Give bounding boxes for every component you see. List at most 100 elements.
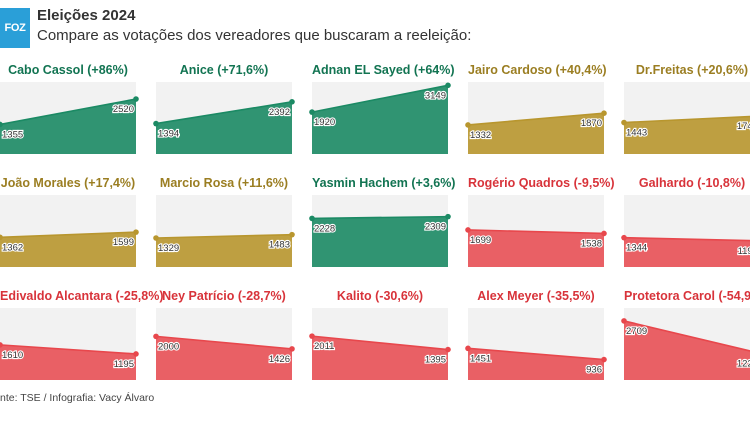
data-label: 1538 bbox=[581, 238, 602, 249]
chart-panel: Anice (+71,6%) 1394 2392 bbox=[153, 62, 295, 168]
data-label: 1195 bbox=[114, 359, 134, 370]
series-area bbox=[156, 336, 292, 380]
panel-plot: 1920 3149 bbox=[309, 82, 451, 154]
data-label: 1599 bbox=[113, 237, 134, 248]
series-area bbox=[312, 85, 448, 154]
chart-panel: Ney Patrício (-28,7%) 2000 1426 bbox=[153, 288, 295, 394]
data-point bbox=[0, 342, 3, 348]
chart-panel: Galhardo (-10,8%) 1344 1199 bbox=[621, 175, 750, 281]
data-point bbox=[465, 227, 471, 233]
data-label: 1740 bbox=[737, 121, 750, 132]
series-line bbox=[311, 84, 449, 113]
data-label: 1443 bbox=[626, 128, 647, 139]
series-line bbox=[0, 231, 137, 239]
panel-title: Galhardo (-10,8%) bbox=[638, 176, 746, 190]
chart-panel: Rogério Quadros (-9,5%) 1699 1538 bbox=[465, 175, 615, 281]
series-line bbox=[467, 112, 605, 126]
chart-panel: Kalito (-30,6%) 2011 1395 bbox=[309, 288, 451, 394]
data-point bbox=[309, 109, 315, 115]
data-label: 936 bbox=[586, 365, 602, 376]
data-label: 1355 bbox=[2, 129, 23, 140]
data-label: 2392 bbox=[269, 107, 290, 118]
data-label: 2228 bbox=[314, 223, 335, 234]
chart-panel: Protetora Carol (-54,9%) 2709 1222 bbox=[621, 288, 750, 394]
panel-title: Protetora Carol (-54,9%) bbox=[624, 289, 750, 303]
chart-panel: Jairo Cardoso (+40,4%) 1332 1870 bbox=[465, 62, 607, 168]
panel-plot: 1394 2392 bbox=[153, 82, 295, 154]
series-area bbox=[468, 113, 604, 154]
data-point bbox=[621, 318, 627, 324]
data-point bbox=[601, 356, 607, 363]
series-line bbox=[467, 229, 605, 235]
data-label: 1329 bbox=[158, 243, 179, 254]
chart-panel: João Morales (+17,4%) 1362 1599 bbox=[0, 175, 139, 281]
data-point bbox=[601, 110, 607, 116]
series-area bbox=[156, 234, 292, 267]
data-point bbox=[133, 351, 139, 357]
series-line bbox=[155, 335, 293, 350]
data-label: 1870 bbox=[581, 118, 602, 129]
data-label: 2000 bbox=[158, 341, 179, 352]
data-point bbox=[0, 234, 3, 241]
chart-panel: Dr.Freitas (+20,6%) 1443 1740 bbox=[621, 62, 750, 168]
data-point bbox=[133, 96, 139, 102]
series-area bbox=[0, 232, 136, 267]
data-point bbox=[0, 121, 3, 128]
data-point bbox=[289, 346, 295, 352]
data-point bbox=[153, 235, 159, 241]
chart-panel: Cabo Cassol (+86%) 1355 2520 bbox=[0, 62, 139, 168]
data-label: 1699 bbox=[470, 235, 491, 246]
data-point bbox=[445, 346, 451, 353]
panel-title: Anice (+71,6%) bbox=[179, 63, 269, 77]
panel-title: Alex Meyer (-35,5%) bbox=[477, 289, 595, 303]
series-line bbox=[623, 236, 750, 242]
series-line bbox=[623, 320, 750, 352]
chart-panel: Edivaldo Alcantara (-25,8%) 1610 1195 bbox=[0, 288, 164, 394]
data-label: 1426 bbox=[269, 354, 290, 365]
data-point bbox=[289, 231, 295, 238]
series-area bbox=[312, 336, 448, 380]
panel-title: Jairo Cardoso (+40,4%) bbox=[468, 63, 607, 77]
data-label: 1395 bbox=[425, 355, 446, 366]
page-title: Eleições 2024 bbox=[37, 7, 136, 24]
panel-plot: 1329 1483 bbox=[153, 195, 295, 267]
series-area bbox=[624, 116, 750, 154]
data-label: 1394 bbox=[158, 129, 179, 140]
series-line bbox=[311, 215, 449, 220]
data-point bbox=[309, 333, 315, 339]
data-point bbox=[153, 333, 159, 340]
panel-plot: 1610 1195 bbox=[0, 308, 139, 380]
data-label: 3149 bbox=[425, 90, 446, 101]
series-line bbox=[0, 344, 137, 355]
data-point bbox=[309, 215, 315, 222]
panel-title: Rogério Quadros (-9,5%) bbox=[468, 176, 615, 190]
panel-plot: 1344 1199 bbox=[621, 195, 750, 267]
data-label: 1344 bbox=[626, 243, 647, 254]
chart-panel: Yasmin Hachem (+3,6%) 2228 2309 bbox=[309, 175, 455, 281]
data-point bbox=[621, 234, 627, 241]
panel-plot: 2709 1222 bbox=[621, 308, 750, 380]
data-point bbox=[445, 82, 451, 89]
series-line bbox=[0, 98, 137, 126]
data-point bbox=[465, 122, 471, 128]
panel-title: Edivaldo Alcantara (-25,8%) bbox=[0, 289, 164, 303]
chart-panel: Marcio Rosa (+11,6%) 1329 1483 bbox=[153, 175, 295, 281]
panel-title: João Morales (+17,4%) bbox=[0, 176, 136, 190]
panel-plot: 2228 2309 bbox=[309, 195, 451, 267]
data-point bbox=[621, 119, 627, 126]
data-point bbox=[445, 213, 451, 220]
data-label: 1199 bbox=[738, 246, 750, 257]
chart-panel: Alex Meyer (-35,5%) 1451 936 bbox=[465, 288, 607, 394]
panel-plot: 1699 1538 bbox=[465, 195, 607, 267]
series-area bbox=[468, 229, 604, 267]
series-line bbox=[155, 101, 293, 125]
series-line bbox=[155, 233, 293, 239]
series-line bbox=[467, 347, 605, 361]
panel-plot: 2000 1426 bbox=[153, 308, 295, 380]
page-subtitle: Compare as votações dos vereadores que b… bbox=[37, 27, 472, 44]
panel-title: Cabo Cassol (+86%) bbox=[8, 63, 128, 77]
brand-logo: FOZ bbox=[0, 8, 30, 48]
series-line bbox=[311, 335, 449, 351]
source-credit: nte: TSE / Infografia: Vacy Álvaro bbox=[0, 392, 155, 404]
series-area bbox=[468, 348, 604, 380]
